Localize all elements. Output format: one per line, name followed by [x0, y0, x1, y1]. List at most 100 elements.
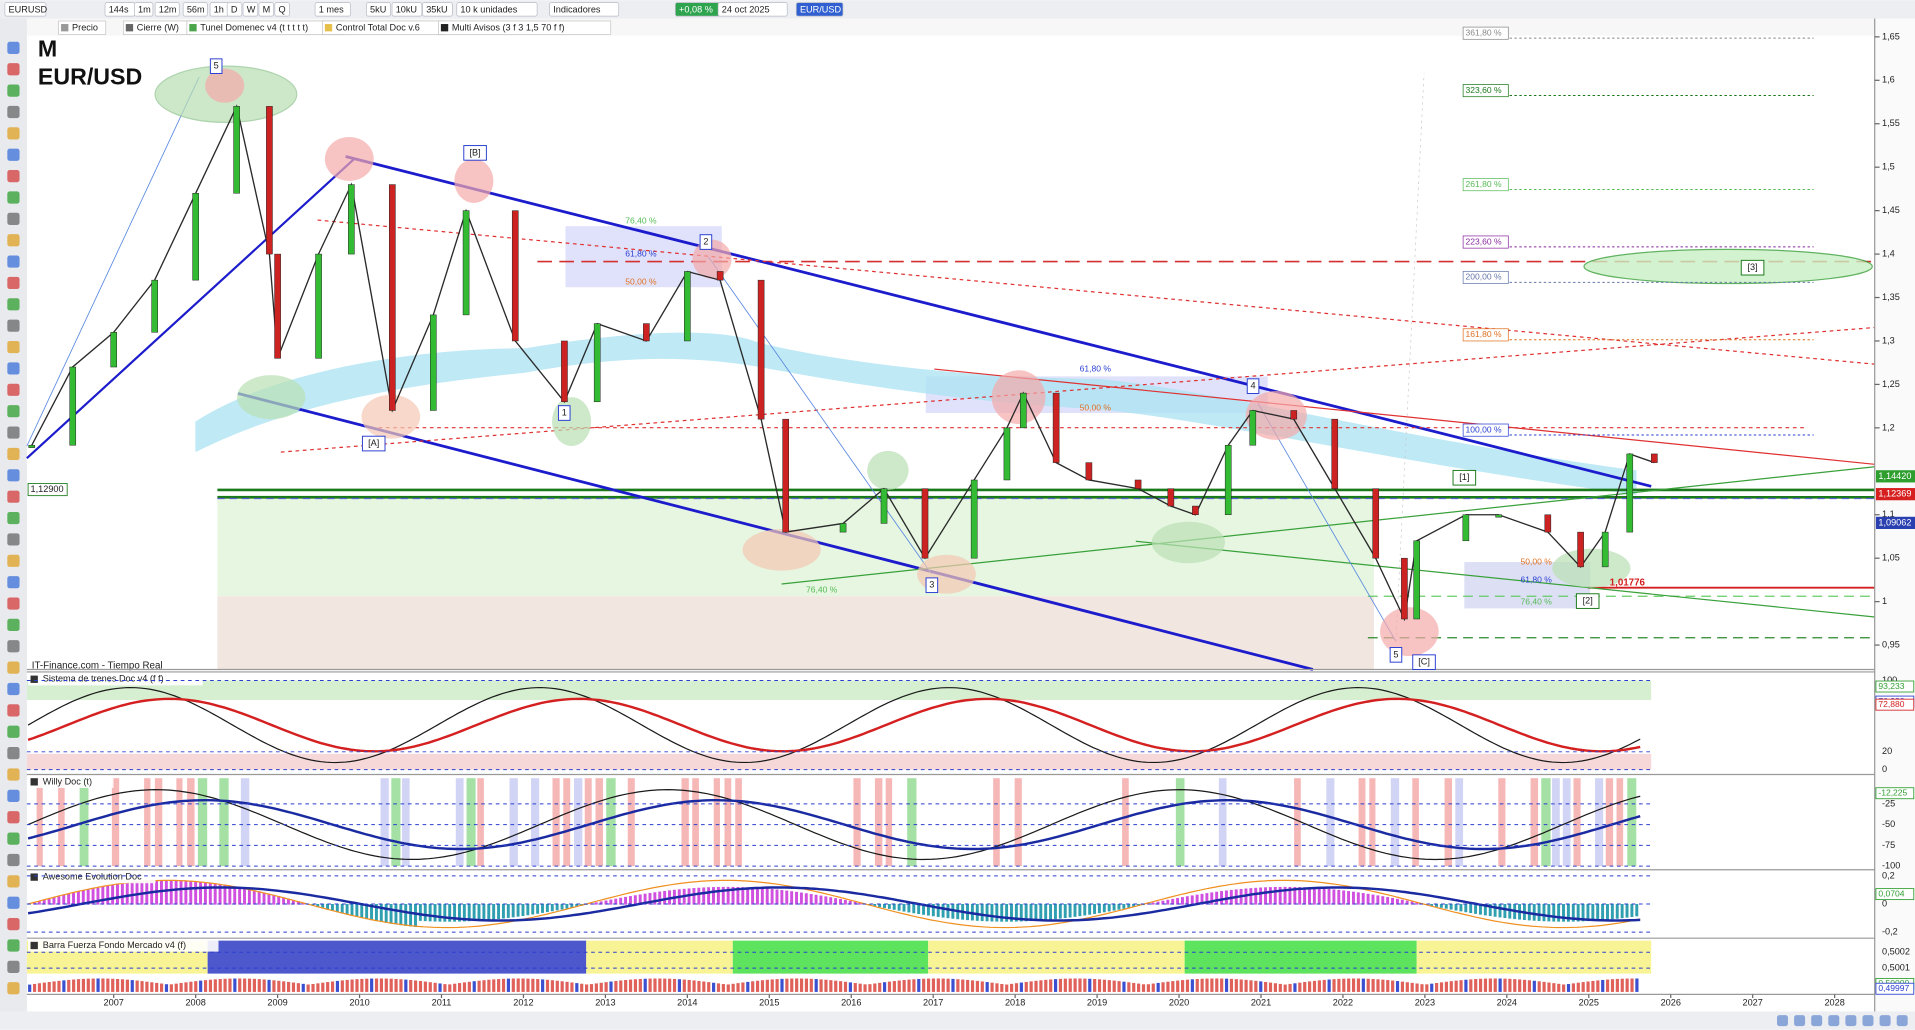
tool-icon[interactable] — [7, 875, 20, 888]
toolbar-label[interactable]: W — [247, 4, 256, 14]
tool-icon[interactable] — [7, 41, 20, 54]
panel-title[interactable]: Barra Fuerza Fondo Mercado v4 (f) — [43, 940, 186, 950]
tool-icon[interactable] — [7, 725, 20, 738]
toolbar-button[interactable] — [717, 2, 788, 17]
tool-icon[interactable] — [7, 960, 20, 973]
toolbar-label[interactable]: 1h — [214, 4, 224, 14]
indicator-tab[interactable] — [438, 20, 612, 35]
toolbar-label[interactable]: 5kU — [370, 4, 386, 14]
tool-icon[interactable] — [7, 191, 20, 204]
toolbar-button[interactable] — [549, 2, 620, 17]
toolbar-label[interactable]: EUR/USD — [800, 4, 842, 14]
tool-icon[interactable] — [7, 704, 20, 717]
indicator-tab-label[interactable]: Multi Avisos (3 f 3 1,5 70 f f) — [452, 23, 565, 33]
indicator-tab-label[interactable]: Cierre (W) — [137, 23, 179, 33]
tool-icon[interactable] — [7, 832, 20, 845]
tool-icon[interactable] — [7, 618, 20, 632]
tool-icon[interactable] — [7, 982, 20, 995]
tool-icon[interactable] — [7, 148, 20, 161]
tool-icon[interactable] — [7, 234, 20, 247]
tool-icon[interactable] — [7, 426, 20, 439]
tool-icon[interactable] — [7, 298, 20, 311]
toolbar-button[interactable] — [154, 2, 180, 17]
toolbar-label[interactable]: EURUSD — [9, 4, 48, 14]
tool-icon[interactable] — [7, 105, 20, 119]
tool-icon[interactable] — [7, 405, 20, 418]
tool-icon[interactable] — [7, 640, 20, 653]
tool-icon[interactable] — [7, 896, 20, 909]
toolbar-button[interactable] — [242, 2, 259, 17]
tool-icon[interactable] — [7, 63, 20, 76]
tool-icon[interactable] — [7, 319, 20, 332]
toolbar-button[interactable] — [226, 2, 243, 17]
tool-icon[interactable] — [7, 789, 20, 803]
toolbar-label[interactable]: 12m — [159, 4, 177, 14]
tool-icon[interactable] — [7, 255, 20, 268]
tool-icon[interactable] — [7, 939, 20, 952]
tool-icon[interactable] — [7, 362, 20, 375]
indicator-tab-label[interactable]: Tunel Domenec v4 (t t t t t) — [200, 23, 308, 33]
nav-icon[interactable] — [1862, 1015, 1874, 1027]
tool-icon[interactable] — [7, 682, 20, 696]
tool-icon[interactable] — [7, 212, 20, 225]
toolbar-button[interactable] — [456, 2, 538, 17]
toolbar-label[interactable]: 1 mes — [319, 4, 344, 14]
tool-icon[interactable] — [7, 469, 20, 482]
tool-icon[interactable] — [7, 340, 20, 354]
tool-icon[interactable] — [7, 811, 20, 824]
tool-icon[interactable] — [7, 383, 20, 396]
tool-icon[interactable] — [7, 576, 20, 589]
toolbar-button[interactable] — [133, 2, 154, 17]
panel-title[interactable]: Awesome Evolution Doc — [43, 872, 142, 882]
tool-icon[interactable] — [7, 490, 20, 503]
toolbar-label[interactable]: 10 k unidades — [460, 4, 517, 14]
panel-title[interactable]: Willy Doc (t) — [43, 776, 92, 786]
tool-icon[interactable] — [7, 597, 20, 610]
toolbar-button[interactable] — [274, 2, 290, 17]
toolbar-label[interactable]: Indicadores — [553, 4, 601, 14]
nav-icon[interactable] — [1794, 1015, 1806, 1027]
tool-icon[interactable] — [7, 127, 20, 140]
toolbar-button[interactable] — [258, 2, 274, 17]
nav-icon[interactable] — [1896, 1015, 1908, 1027]
toolbar-button[interactable] — [182, 2, 208, 17]
toolbar-button[interactable] — [391, 2, 423, 17]
tool-icon[interactable] — [7, 768, 20, 781]
toolbar-label[interactable]: D — [231, 4, 238, 14]
toolbar-button[interactable] — [422, 2, 453, 17]
toolbar-label[interactable]: M — [263, 4, 271, 14]
nav-icon[interactable] — [1828, 1015, 1840, 1027]
toolbar-label[interactable]: 144s — [109, 4, 129, 14]
toolbar-label[interactable]: 10kU — [396, 4, 417, 14]
tool-icon[interactable] — [7, 511, 20, 525]
nav-icon[interactable] — [1811, 1015, 1823, 1027]
tool-icon[interactable] — [7, 276, 20, 290]
toolbar-button[interactable] — [795, 2, 844, 17]
indicator-tab-label[interactable]: Control Total Doc v.6 — [336, 23, 420, 33]
toolbar-button[interactable] — [4, 2, 47, 17]
tool-icon[interactable] — [7, 918, 20, 931]
tool-icon[interactable] — [7, 747, 20, 760]
nav-icon[interactable] — [1879, 1015, 1891, 1027]
indicator-tab-label[interactable]: Precio — [72, 23, 98, 33]
nav-icon[interactable] — [1845, 1015, 1857, 1027]
toolbar-label[interactable]: 1m — [138, 4, 151, 14]
tool-icon[interactable] — [7, 447, 20, 461]
toolbar-button[interactable] — [314, 2, 351, 17]
indicator-tab[interactable] — [58, 20, 107, 35]
tool-icon[interactable] — [7, 661, 20, 674]
toolbar-label[interactable]: 56m — [187, 4, 205, 14]
tool-icon[interactable] — [7, 533, 20, 546]
tool-icon[interactable] — [7, 853, 20, 867]
nav-icon[interactable] — [1776, 1015, 1788, 1027]
toolbar-label[interactable]: 24 oct 2025 — [722, 4, 770, 14]
toolbar-label[interactable]: Q — [278, 4, 285, 14]
toolbar-label[interactable]: 35kU — [426, 4, 447, 14]
panel-icon — [30, 941, 38, 950]
toolbar-button[interactable] — [366, 2, 391, 17]
tool-icon[interactable] — [7, 169, 20, 183]
tool-icon[interactable] — [7, 84, 20, 97]
panel-title[interactable]: Sistema de trenes Doc v4 (f f) — [43, 674, 164, 684]
toolbar-label[interactable]: +0,08 % — [679, 4, 713, 14]
tool-icon[interactable] — [7, 554, 20, 567]
